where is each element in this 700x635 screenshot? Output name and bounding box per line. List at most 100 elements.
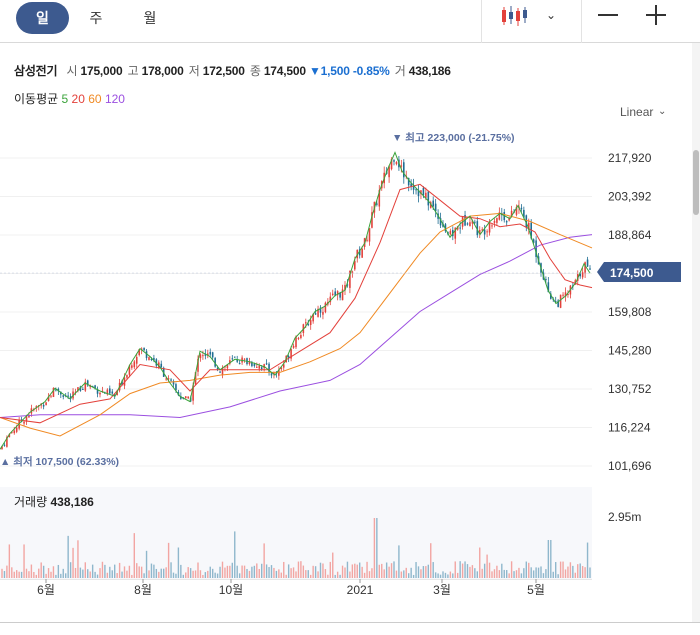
volume-bar <box>40 562 42 578</box>
candle-body <box>331 293 334 296</box>
volume-bar <box>8 544 11 578</box>
candle-body <box>172 381 175 385</box>
candle-body <box>354 260 356 270</box>
candle-body <box>312 313 314 322</box>
candle-body <box>187 396 189 399</box>
volume-bar <box>449 571 452 578</box>
volume-bar <box>398 545 400 578</box>
volume-bar <box>400 571 403 578</box>
volume-bar <box>229 565 231 578</box>
volume-bar <box>474 568 476 578</box>
volume-bar <box>390 563 393 578</box>
candle-body <box>422 187 425 196</box>
scrollbar-thumb[interactable] <box>693 150 699 215</box>
volume-bar <box>241 565 243 578</box>
x-tick-label: 8월 <box>134 583 152 597</box>
tab-weekly[interactable]: 주 <box>89 10 103 26</box>
ma-120-line <box>0 234 593 419</box>
candle-body <box>28 415 30 418</box>
candle-body <box>199 354 202 359</box>
candle-body <box>165 378 167 380</box>
candle-body <box>251 362 253 367</box>
plus-icon-vertical[interactable] <box>655 5 657 25</box>
price-chart[interactable]: 217,920203,392188,864174,336159,808145,2… <box>0 0 692 622</box>
volume-bar <box>383 569 385 578</box>
volume-bar <box>226 565 229 578</box>
candle-body <box>219 371 221 373</box>
candle-body <box>47 396 50 402</box>
candle-body <box>15 427 18 432</box>
volume-bar <box>417 566 420 578</box>
volume-bar <box>412 574 415 578</box>
candle-body <box>13 430 16 434</box>
volume-bar <box>270 565 273 578</box>
chevron-down-icon[interactable]: ⌄ <box>546 8 557 22</box>
candle-body <box>444 224 447 232</box>
candle-body <box>268 363 270 372</box>
volume-bar <box>351 564 354 578</box>
candle-body <box>559 294 562 308</box>
candle-body <box>11 431 13 433</box>
candle-body <box>478 229 481 235</box>
chart-type-selector[interactable] <box>481 0 581 43</box>
volume-bar <box>292 567 295 578</box>
candle-body <box>170 379 172 381</box>
volume-bar <box>109 566 111 578</box>
candlestick-icon[interactable] <box>500 4 530 28</box>
volume-bar <box>87 569 89 578</box>
tab-monthly[interactable]: 월 <box>143 10 157 26</box>
candle-body <box>153 357 155 361</box>
volume-bar <box>589 567 591 578</box>
chevron-down-icon[interactable]: ⌄ <box>658 106 667 117</box>
volume-bar <box>114 564 116 578</box>
volume-bar <box>434 572 437 578</box>
volume-bar <box>194 570 197 578</box>
candle-body <box>554 300 557 302</box>
volume-bar <box>3 571 6 578</box>
candle-body <box>62 395 65 397</box>
candle-body <box>584 262 586 274</box>
candle-body <box>324 302 327 313</box>
candle-body <box>344 284 346 291</box>
candle-body <box>400 165 403 167</box>
candle-body <box>368 228 371 242</box>
volume-bar <box>552 571 554 578</box>
candle-body <box>1 446 3 450</box>
volume-bar <box>461 563 464 578</box>
volume-bar <box>77 540 79 578</box>
candle-body <box>586 259 589 267</box>
volume-bar <box>496 565 498 578</box>
volume-bar <box>204 572 207 578</box>
volume-bar <box>344 567 346 578</box>
candle-body <box>111 391 114 394</box>
candle-body <box>562 294 564 296</box>
candle-body <box>471 220 474 224</box>
volume-bar <box>405 567 407 578</box>
volume-bar <box>209 566 211 578</box>
volume-bar <box>452 573 454 578</box>
volume-bar <box>545 569 547 578</box>
volume-bar <box>155 568 158 578</box>
volume-bar <box>258 568 260 578</box>
volume-bar <box>35 574 37 578</box>
candle-body <box>535 240 537 257</box>
candle-body <box>194 372 197 385</box>
candle-body <box>417 190 420 197</box>
volume-bar <box>275 570 278 578</box>
volume-bar <box>368 571 371 578</box>
candle-body <box>439 218 442 226</box>
volume-bar <box>212 568 214 578</box>
scale-selector[interactable]: Linear <box>620 105 654 119</box>
minus-icon[interactable] <box>598 14 618 16</box>
volume-bar <box>158 571 160 578</box>
volume-bar <box>52 566 55 578</box>
scrollbar-track[interactable] <box>692 43 700 623</box>
volume-bar <box>268 567 270 578</box>
stock-name: 삼성전기 <box>14 64 58 78</box>
volume-bar <box>150 563 153 578</box>
candle-body <box>295 336 297 348</box>
tab-daily[interactable]: 일 <box>16 2 69 34</box>
volume-bar <box>388 566 390 578</box>
x-tick-label: 6월 <box>37 583 55 597</box>
volume-bar <box>140 566 143 578</box>
